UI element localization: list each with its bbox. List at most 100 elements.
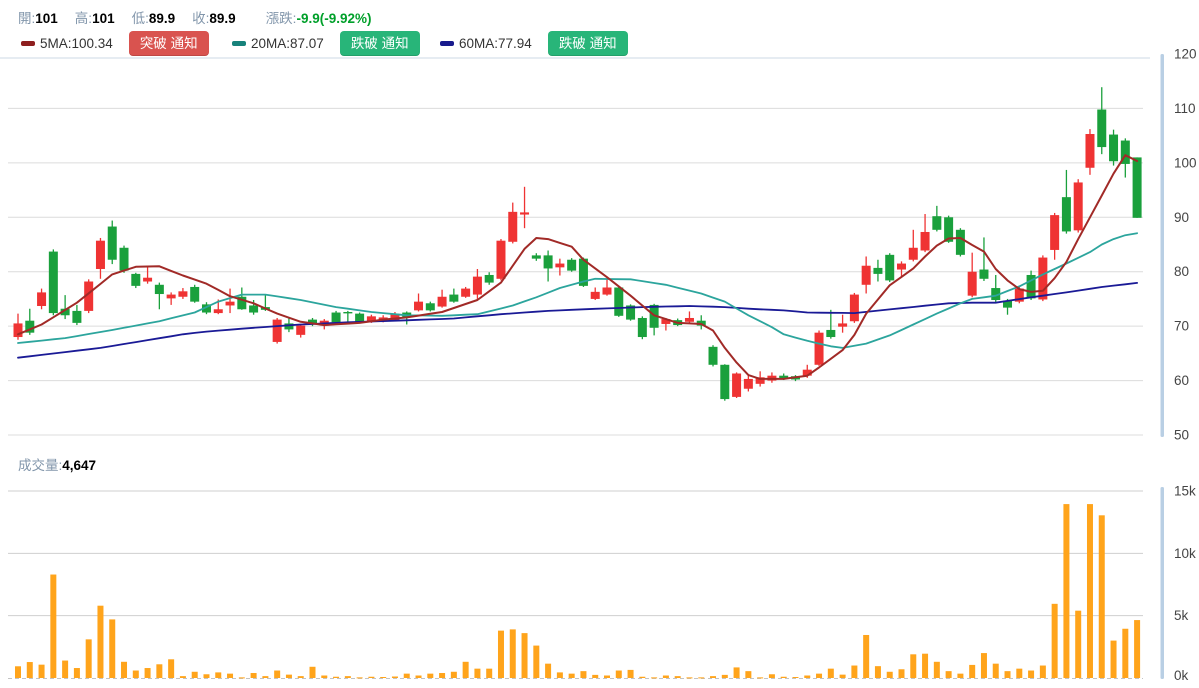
candle-body xyxy=(343,311,353,314)
change-value: -9.9(-9.92%) xyxy=(296,11,372,26)
ma5-breakout-alert-button[interactable]: 突破 通知 xyxy=(128,31,209,56)
candle-body xyxy=(213,309,223,314)
candle-body xyxy=(190,286,200,302)
volume-bar xyxy=(391,676,398,678)
change-label: 漲跌: xyxy=(265,11,297,26)
volume-bar xyxy=(38,664,45,678)
candle-body xyxy=(1026,274,1036,299)
volume-bar xyxy=(439,673,446,678)
volume-bar xyxy=(474,668,481,678)
volume-header: 成交量:4,647 xyxy=(18,454,96,474)
ma60-line xyxy=(17,281,1138,359)
candle-body xyxy=(461,288,471,297)
candle-body xyxy=(355,313,365,323)
volume-bar xyxy=(380,677,387,679)
candle-body xyxy=(284,323,294,330)
volume-bar xyxy=(121,661,128,678)
volume-bar xyxy=(179,676,186,678)
volume-bar xyxy=(863,634,870,678)
volume-bar xyxy=(604,675,610,678)
volume-bar xyxy=(768,674,775,678)
candle-body xyxy=(802,369,812,376)
candle-body xyxy=(873,267,883,274)
ma20-breakdown-alert-button[interactable]: 跌破 通知 xyxy=(339,31,420,56)
volume-bar xyxy=(674,676,681,678)
candle-body xyxy=(1038,257,1048,300)
candle-body xyxy=(390,313,400,321)
price-axis-tick: 60 xyxy=(1174,373,1189,388)
volume-bar xyxy=(250,673,257,678)
candle-body xyxy=(637,317,647,338)
candle-body xyxy=(590,291,600,299)
volume-bar xyxy=(191,671,198,678)
volume-bar xyxy=(509,629,516,678)
candle-body xyxy=(107,226,117,260)
volume-bar xyxy=(639,676,646,678)
volume-bar xyxy=(874,666,881,678)
price-axis-tick: 70 xyxy=(1174,319,1189,334)
candle-body xyxy=(602,287,612,295)
volume-bar xyxy=(1098,515,1105,678)
volume-bar xyxy=(910,654,917,678)
candle-body xyxy=(897,263,906,270)
candle-body xyxy=(496,240,506,279)
candle-body xyxy=(154,284,164,295)
candle-body xyxy=(178,291,188,297)
volume-bar xyxy=(486,668,493,678)
volume-bar xyxy=(580,671,587,678)
volume-bar xyxy=(898,669,905,678)
change-field: 漲跌:-9.9(-9.92%) xyxy=(266,7,372,27)
candle-body xyxy=(967,271,977,296)
volume-bar xyxy=(556,672,563,678)
volume-value: 4,647 xyxy=(62,458,97,473)
volume-bar xyxy=(1004,671,1011,678)
volume-bar xyxy=(592,674,599,678)
ma60-line-swatch-icon xyxy=(440,41,454,46)
candle-body xyxy=(37,292,47,307)
volume-bar xyxy=(415,675,422,678)
candle-body xyxy=(1073,182,1083,231)
candle-body xyxy=(861,265,871,285)
volume-bar xyxy=(615,670,622,678)
candle-body xyxy=(885,254,895,281)
ma5-legend-item: 5MA:100.34 突破 通知 xyxy=(21,31,232,56)
price-axis-tick: 110 xyxy=(1174,101,1196,116)
volume-bar xyxy=(203,674,210,678)
price-axis-tick: 100 xyxy=(1174,155,1197,170)
high-field: 高:101 xyxy=(75,7,115,27)
ma5-line xyxy=(17,154,1139,380)
volume-bar xyxy=(97,605,104,678)
volume-bar xyxy=(827,668,834,678)
volume-bar xyxy=(344,676,351,678)
volume-bar xyxy=(933,661,940,678)
candle-body xyxy=(449,294,459,302)
volume-bar xyxy=(26,662,33,678)
candle-body xyxy=(720,364,730,400)
volume-bar xyxy=(804,675,811,678)
candle-body xyxy=(779,375,789,379)
high-label: 高: xyxy=(74,11,93,26)
volume-bar xyxy=(297,676,304,678)
volume-bar xyxy=(1075,610,1082,678)
volume-bar xyxy=(85,639,92,678)
candle-body xyxy=(272,319,282,342)
candle-body xyxy=(1003,300,1013,308)
volume-bar xyxy=(721,674,728,678)
volume-bar xyxy=(333,676,340,678)
candle-body xyxy=(60,308,70,316)
candle-body xyxy=(955,229,965,255)
volume-bar xyxy=(168,659,175,678)
volume-bar xyxy=(816,673,823,678)
candle-body xyxy=(1097,109,1107,148)
low-field: 低:89.9 xyxy=(132,7,176,27)
volume-bar xyxy=(780,676,787,678)
candle-body xyxy=(684,317,694,322)
ma60-breakdown-alert-button[interactable]: 跌破 通知 xyxy=(547,31,628,56)
volume-bar xyxy=(922,653,929,678)
volume-bar xyxy=(356,677,363,679)
volume-bar xyxy=(839,674,846,678)
volume-bar xyxy=(886,671,893,678)
ma5-line-swatch-icon xyxy=(21,41,35,46)
